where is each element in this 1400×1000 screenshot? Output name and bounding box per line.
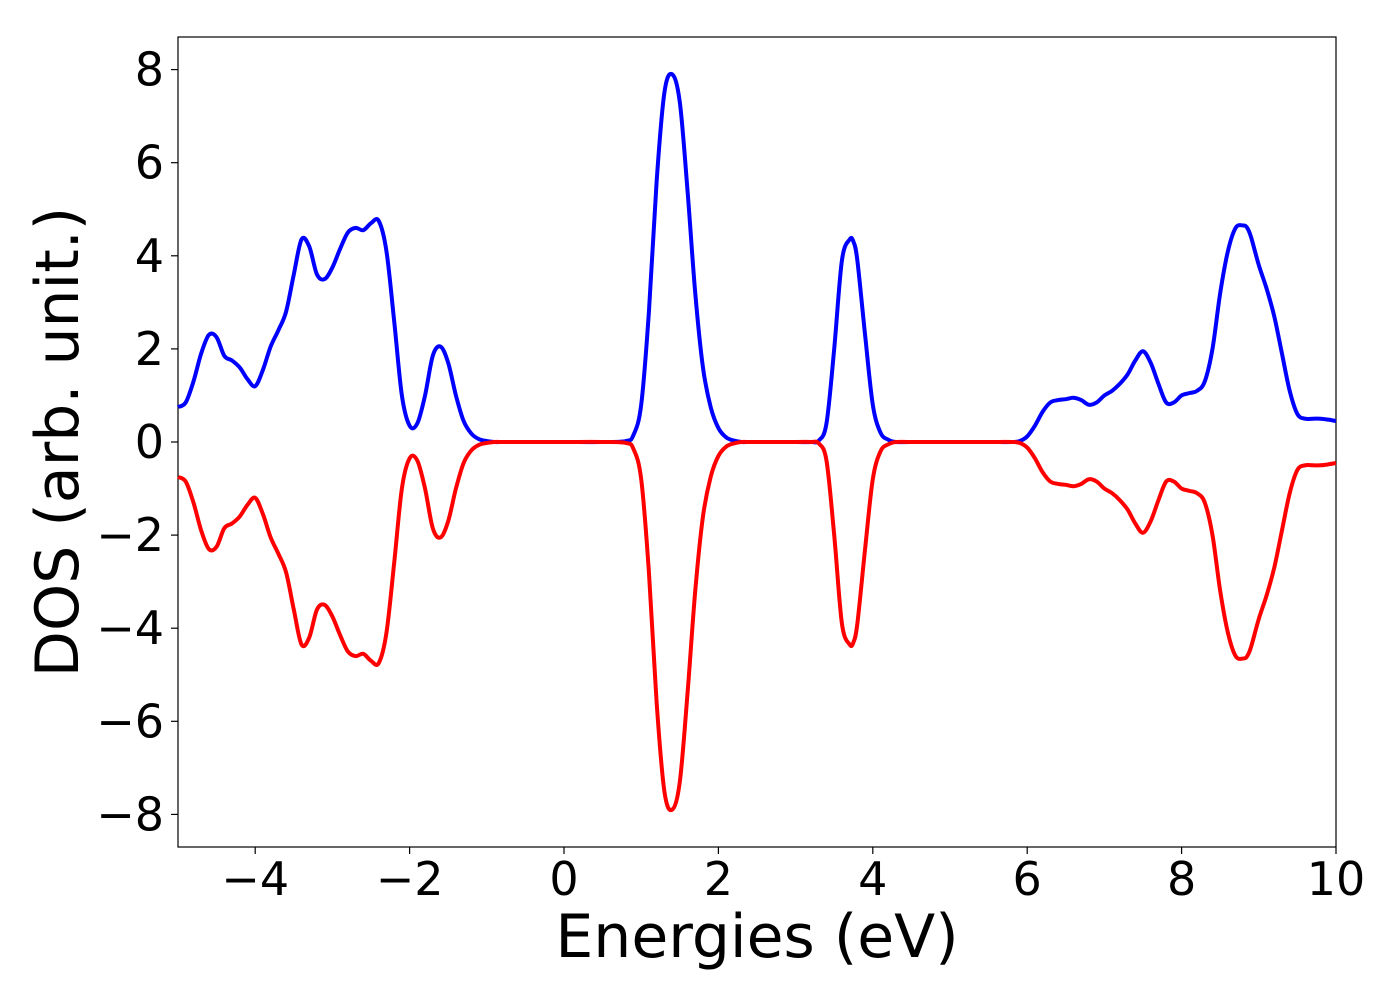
- y-tick-label: 0: [135, 415, 164, 469]
- x-tick-label: 2: [704, 852, 733, 906]
- x-tick-label: 0: [549, 852, 578, 906]
- x-axis-label: Energies (eV): [555, 902, 958, 972]
- x-tick-label: −2: [376, 852, 444, 906]
- y-tick-label: 4: [135, 229, 164, 283]
- x-tick-label: 6: [1013, 852, 1042, 906]
- x-tick-label: 8: [1167, 852, 1196, 906]
- y-tick-label: −4: [96, 601, 164, 655]
- y-tick-label: 2: [135, 322, 164, 376]
- x-tick-label: −4: [221, 852, 289, 906]
- x-axis-ticks: −4 −2 0 2 4 6 8 10: [221, 847, 1365, 906]
- y-tick-label: 6: [135, 136, 164, 190]
- y-tick-label: 8: [135, 43, 164, 97]
- x-tick-label: 10: [1307, 852, 1366, 906]
- y-tick-label: −2: [96, 508, 164, 562]
- series-layer: [176, 71, 1337, 813]
- series-line-2: [176, 439, 1337, 813]
- y-axis-label: DOS (arb. unit.): [23, 207, 93, 677]
- x-tick-label: 4: [858, 852, 887, 906]
- y-tick-label: −8: [96, 787, 164, 841]
- y-axis-ticks: 8 6 4 2 0 −2 −4 −6 −8: [96, 43, 178, 841]
- y-tick-label: −6: [96, 694, 164, 748]
- series-line-1: [176, 71, 1337, 445]
